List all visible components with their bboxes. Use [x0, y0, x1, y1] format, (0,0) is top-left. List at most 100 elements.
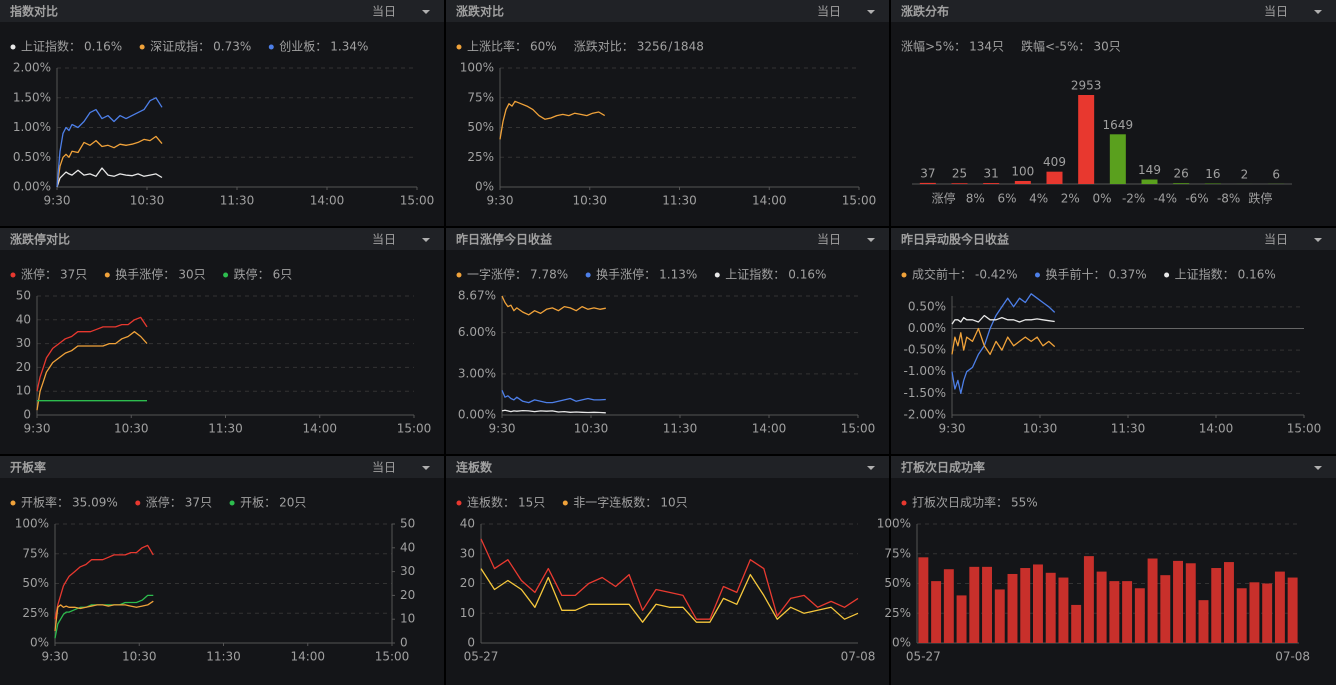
panel [891, 228, 1336, 454]
legend-value: / [668, 40, 673, 54]
legend-dot [223, 272, 229, 278]
y-tick-label: -2.00% [904, 408, 946, 422]
bar [1020, 568, 1031, 643]
series-line [56, 97, 163, 188]
bar [1014, 180, 1031, 184]
x-tick-label: 14:00 [290, 650, 325, 664]
legend-label: 创业板： [279, 40, 327, 54]
bin-label: 8% [966, 192, 985, 206]
legend-label: 上证指数： [1175, 267, 1235, 282]
legend-label: 换手前十： [1045, 267, 1105, 282]
legend-dot [104, 272, 110, 278]
y-tick-label: -1.00% [904, 364, 946, 378]
bar [1236, 588, 1247, 643]
panel-header [0, 228, 444, 250]
bin-label: 2% [1061, 192, 1080, 206]
y-tick-label: 0 [23, 408, 31, 422]
series-line [36, 316, 148, 392]
x-tick-label: 9:30 [24, 422, 51, 436]
legend-label: 深证成指： [150, 39, 210, 54]
dropdown-caret[interactable] [1314, 466, 1322, 470]
dropdown-caret[interactable] [867, 238, 875, 242]
bar [1287, 577, 1298, 643]
panel [891, 0, 1336, 226]
bar [1071, 604, 1082, 643]
y-tick-label: 10 [16, 384, 31, 398]
series-line [480, 568, 859, 623]
dropdown-caret[interactable] [422, 10, 430, 14]
y-tick-label: 50% [22, 576, 49, 590]
x-tick-label: 14:00 [302, 422, 337, 436]
period-select[interactable]: 当日 [1264, 5, 1288, 19]
x-tick-label: 15:00 [400, 194, 435, 208]
legend-label: 开板率： [21, 495, 69, 510]
legend-dot [1034, 272, 1040, 278]
bar [1198, 600, 1209, 643]
dropdown-caret[interactable] [422, 238, 430, 242]
legend-dot [456, 500, 462, 506]
x-tick-label: 10:30 [572, 194, 607, 208]
x-tick-label: 05-27 [464, 650, 499, 664]
legend-label: 涨幅>5%： [901, 39, 966, 54]
legend-value: 1.34% [330, 40, 368, 54]
x-tick-label: 15:00 [1287, 422, 1322, 436]
legend-value: 0.73% [213, 40, 251, 54]
bar [1078, 95, 1095, 184]
bar [1274, 571, 1285, 643]
legend-value: 30只 [178, 268, 205, 282]
y-tick-label: 40 [460, 517, 475, 531]
y-tick-label: 100% [877, 517, 911, 531]
bar [956, 595, 967, 643]
bar-label: 2 [1241, 167, 1249, 181]
legend-dot [139, 44, 145, 50]
x-tick-label: 14:00 [1199, 422, 1234, 436]
bar [1007, 573, 1018, 643]
panel-title: 开板率 [10, 460, 46, 475]
bin-label: 涨停 [932, 191, 956, 206]
panel-header [891, 0, 1336, 22]
bar-label: 16 [1205, 167, 1220, 181]
legend-value: 37只 [185, 496, 212, 510]
panel-title: 连板数 [456, 460, 493, 475]
dropdown-caret[interactable] [1314, 238, 1322, 242]
bin-label: -8% [1217, 192, 1240, 206]
series-line [54, 544, 154, 620]
series-line [951, 293, 1056, 395]
x-tick-label: 14:00 [752, 422, 787, 436]
bin-label: -4% [1154, 192, 1177, 206]
legend-dot [229, 500, 235, 506]
x-tick-label: 05-27 [906, 650, 941, 664]
dropdown-caret[interactable] [1314, 10, 1322, 14]
period-select[interactable]: 当日 [372, 233, 396, 247]
legend-dot [268, 44, 274, 50]
x-tick-label: 11:30 [1111, 422, 1146, 436]
series-line [56, 167, 163, 188]
y-tick-label: 75% [884, 546, 911, 560]
period-select[interactable]: 当日 [817, 233, 841, 247]
period-select[interactable]: 当日 [1264, 233, 1288, 247]
panel-title: 涨跌停对比 [10, 232, 70, 247]
period-select[interactable]: 当日 [817, 5, 841, 19]
bar [1173, 183, 1190, 184]
legend-dot [135, 500, 141, 506]
bar-label: 26 [1174, 167, 1189, 181]
panel-header [0, 456, 444, 478]
legend-label: 上证指数： [725, 267, 785, 282]
dropdown-caret[interactable] [422, 466, 430, 470]
bar [1045, 572, 1056, 643]
legend-dot [901, 500, 907, 506]
x-tick-label: 15:00 [397, 422, 432, 436]
bar [1262, 583, 1273, 643]
x-tick-label: 9:30 [487, 194, 514, 208]
bar [1033, 564, 1043, 643]
legend-value: 1.13% [659, 268, 697, 282]
period-select[interactable]: 当日 [372, 461, 396, 475]
bin-label: -6% [1185, 192, 1208, 206]
period-select[interactable]: 当日 [372, 5, 396, 19]
y-tick-label: -1.50% [904, 386, 946, 400]
panel [446, 228, 889, 454]
dropdown-caret[interactable] [867, 466, 875, 470]
dropdown-caret[interactable] [867, 10, 875, 14]
legend-label: 连板数： [467, 495, 515, 510]
x-tick-label: 07-08 [841, 650, 876, 664]
